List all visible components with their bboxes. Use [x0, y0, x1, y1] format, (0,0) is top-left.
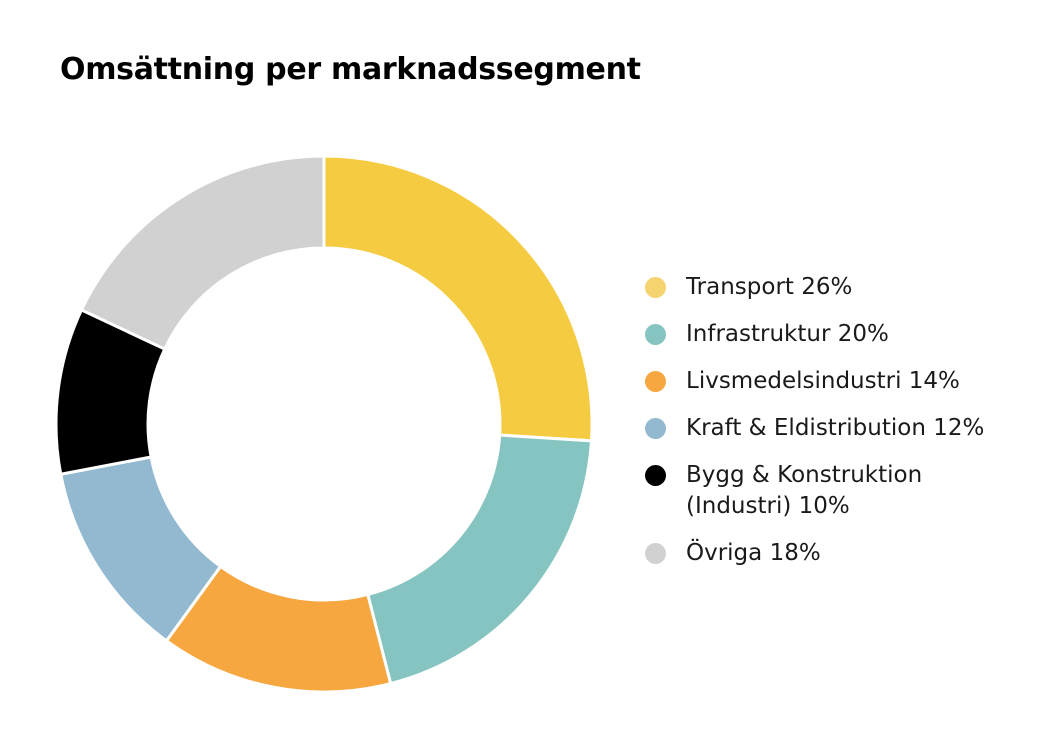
legend-item-2: Livsmedelsindustri 14% — [645, 366, 1045, 397]
legend-item-5: Övriga 18% — [645, 538, 1045, 569]
legend-item-3: Kraft & Eldistribution 12% — [645, 413, 1045, 444]
slice-1 — [365, 433, 594, 686]
legend-item-1: Infrastruktur 20% — [645, 319, 1045, 350]
donut-slices — [54, 154, 594, 694]
legend-label-2: Livsmedelsindustri 14% — [686, 368, 960, 394]
legend: Transport 26% Infrastruktur 20% Livsmedels… — [645, 272, 1045, 585]
legend-label-0: Transport 26% — [686, 274, 853, 300]
legend-label-1: Infrastruktur 20% — [686, 321, 889, 347]
legend-dot-2 — [645, 371, 666, 392]
legend-dot-0 — [645, 277, 666, 298]
legend-item-0: Transport 26% — [645, 272, 1045, 303]
chart-title: Omsättning per marknadssegment — [60, 52, 641, 87]
legend-dot-4 — [645, 465, 666, 486]
slice-0 — [322, 154, 594, 443]
slice-5 — [79, 154, 326, 352]
legend-dot-1 — [645, 324, 666, 345]
legend-label-3: Kraft & Eldistribution 12% — [686, 415, 985, 441]
legend-dot-3 — [645, 418, 666, 439]
legend-label-4: Bygg & Konstruktion (Industri) 10% — [686, 462, 923, 519]
legend-item-4: Bygg & Konstruktion (Industri) 10% — [645, 460, 1045, 522]
legend-dot-5 — [645, 543, 666, 564]
legend-label-5: Övriga 18% — [686, 540, 821, 566]
